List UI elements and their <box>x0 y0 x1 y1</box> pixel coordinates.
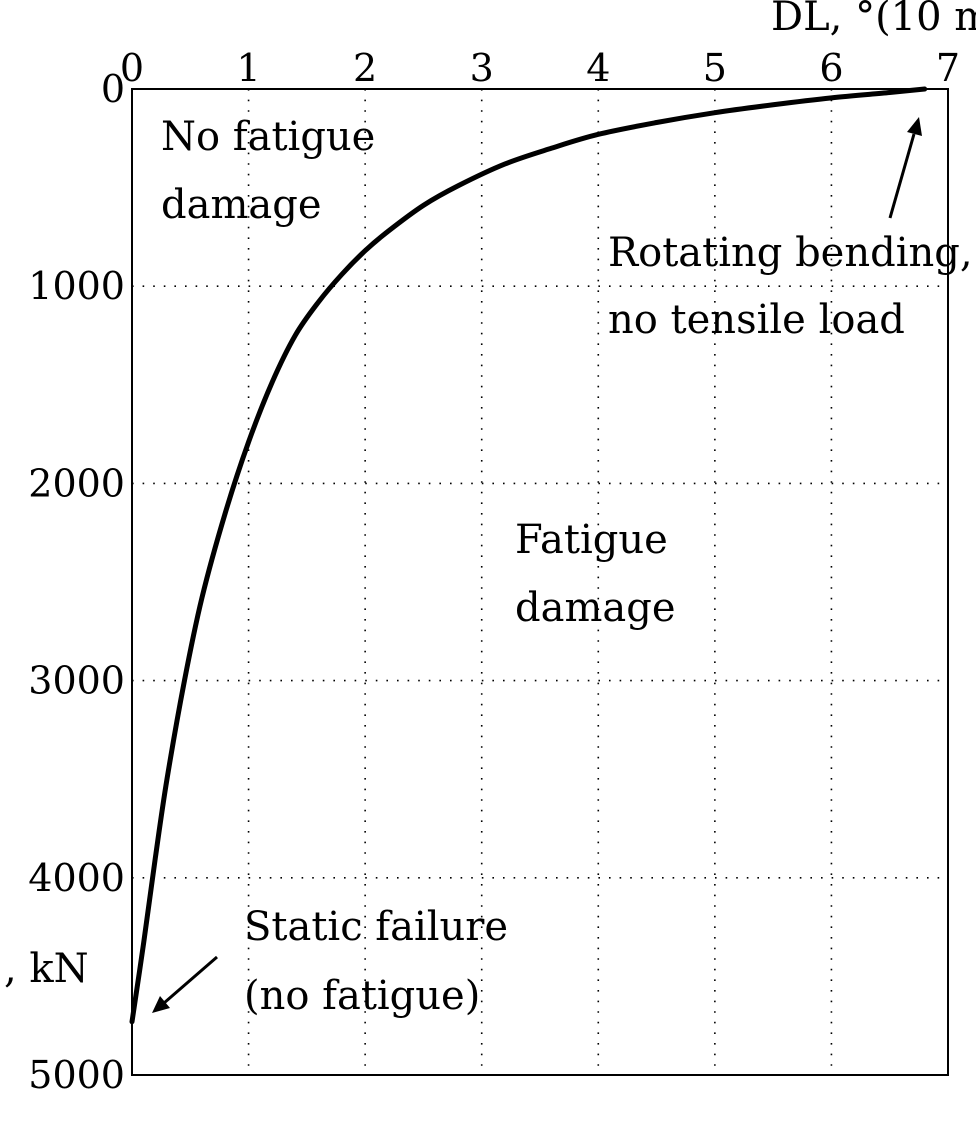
annotation-rotating-line1: Rotating bending, <box>608 230 973 276</box>
plot-frame <box>131 88 949 1076</box>
arrow-rotating <box>888 117 922 219</box>
annotation-no-fatigue-line1: No fatigue <box>161 114 375 160</box>
x-tick-label: 2 <box>353 46 377 90</box>
x-tick-label: 4 <box>586 46 610 90</box>
y-tick-label: 1000 <box>28 264 125 308</box>
x-tick-label: 3 <box>470 46 494 90</box>
annotation-static-line2: (no fatigue) <box>244 973 480 1019</box>
grid <box>132 89 948 1075</box>
y-tick-label: 0 <box>101 67 125 111</box>
y-tick-label: 5000 <box>28 1053 125 1097</box>
x-tick-label: 7 <box>936 46 960 90</box>
annotation-fatigue-line1: Fatigue <box>515 517 668 563</box>
y-tick-label: 4000 <box>28 856 125 900</box>
series-line <box>129 86 928 1025</box>
y-tick-label: 2000 <box>28 461 125 505</box>
annotation-static-line1: Static failure <box>244 904 508 950</box>
annotation-no-fatigue-line2: damage <box>161 182 322 228</box>
annotation-fatigue-line2: damage <box>515 585 676 631</box>
x-axis-ticks: 0 1 2 3 4 5 6 7 <box>120 46 960 90</box>
x-tick-label: 6 <box>819 46 843 90</box>
series-layer <box>129 86 928 1025</box>
y-tick-label: 3000 <box>28 659 125 703</box>
arrow-static-head <box>152 996 170 1013</box>
x-tick-label: 1 <box>236 46 260 90</box>
arrow-static <box>152 955 218 1013</box>
x-tick-label: 5 <box>703 46 727 90</box>
y-axis-ticks: 0 1000 2000 3000 4000 5000 <box>28 67 125 1097</box>
arrow-static-line <box>163 955 218 1005</box>
y-axis-title: , kN <box>4 946 89 992</box>
x-axis-title: DL, °(10 m) <box>771 0 976 40</box>
x-tick-label: 0 <box>120 46 144 90</box>
arrow-rotating-head <box>907 117 922 136</box>
annotation-rotating-line2: no tensile load <box>608 297 905 343</box>
arrow-rotating-line <box>888 133 916 219</box>
